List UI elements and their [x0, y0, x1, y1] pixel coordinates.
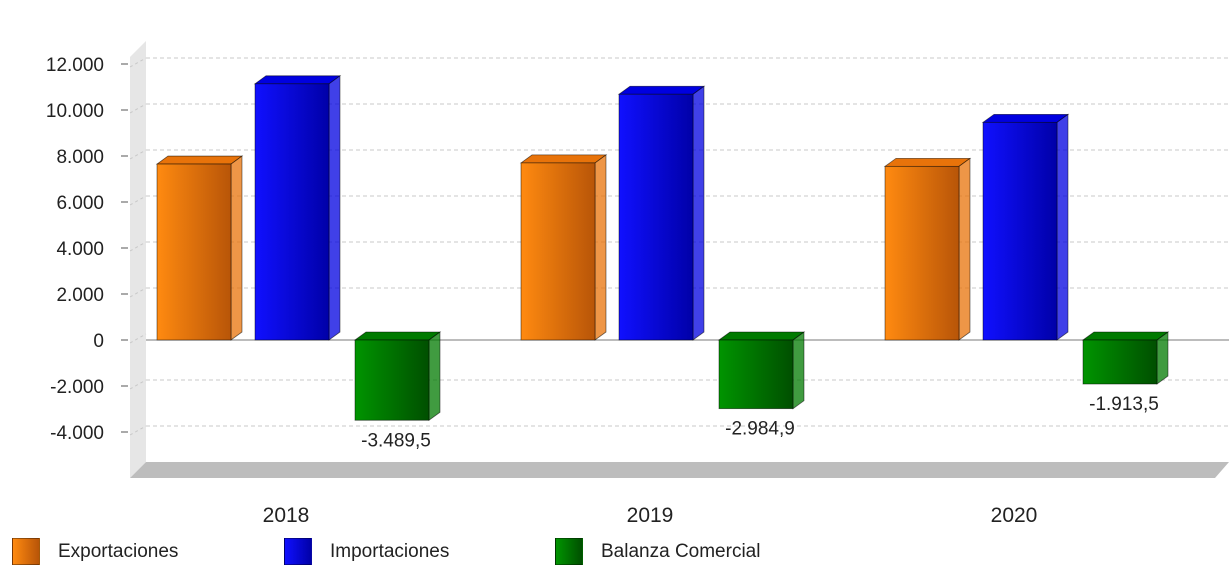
bar-exportaciones-2020 [883, 157, 972, 341]
legend-item-exportaciones: Exportaciones [12, 538, 178, 565]
bar-front-face [254, 83, 330, 341]
bar-front-face [520, 162, 596, 341]
data-label-balanza-comercial-2020: -1.913,5 [1089, 394, 1159, 415]
bar-top-face [519, 154, 608, 164]
y-axis: -4.000 -2.000 0 2.000 4.000 6.000 8.000 10.000 1… [46, 55, 128, 444]
legend-label-exportaciones: Exportaciones [58, 540, 179, 562]
bar-exportaciones-2018 [155, 155, 244, 341]
y-tick-label: 10.000 [46, 101, 104, 122]
legend-swatch-importaciones [284, 538, 312, 565]
y-tick-label: 0 [93, 331, 104, 352]
bar-top-face [1081, 331, 1170, 341]
legend-item-balanza-comercial: Balanza Comercial [555, 538, 760, 565]
side-wall [130, 41, 146, 478]
bar-side-face [792, 331, 805, 410]
y-tick-label: 8.000 [56, 147, 104, 168]
bar-balanza-comercial-2019 [717, 331, 806, 410]
bar-front-face [884, 165, 960, 341]
bar-front-face [718, 339, 794, 410]
plot-walls [130, 41, 1229, 478]
legend: Exportaciones Importaciones Balanza Come… [0, 538, 1229, 565]
bar-importaciones-2019 [617, 85, 706, 341]
trade-balance-chart: -3.489,5 -2.984,9 -1.913,5 -4.000 -2.000 0 2.… [46, 41, 1229, 527]
bar-top-face [981, 113, 1070, 123]
bar-exportaciones-2019 [519, 154, 608, 341]
bar-top-face [353, 331, 442, 341]
data-label-balanza-comercial-2018: -3.489,5 [361, 430, 431, 451]
bar-side-face [692, 85, 705, 341]
legend-swatch-exportaciones [12, 538, 40, 565]
bar-front-face [618, 93, 694, 341]
bars: -3.489,5 -2.984,9 -1.913,5 [155, 75, 1170, 451]
x-axis: 2018 2019 2020 [263, 504, 1038, 527]
bar-side-face [1056, 113, 1069, 341]
bar-importaciones-2020 [981, 113, 1070, 341]
bar-top-face [155, 155, 244, 165]
legend-label-balanza-comercial: Balanza Comercial [601, 540, 761, 562]
bar-side-face [1156, 331, 1169, 385]
data-label-balanza-comercial-2019: -2.984,9 [725, 419, 795, 440]
bar-top-face [717, 331, 806, 341]
bar-side-face [230, 155, 243, 341]
y-tick-label: 12.000 [46, 55, 104, 76]
legend-item-importaciones: Importaciones [284, 538, 449, 565]
legend-label-importaciones: Importaciones [330, 540, 450, 562]
bar-balanza-comercial-2018 [353, 331, 442, 422]
floor [130, 462, 1229, 478]
x-tick-label-2020: 2020 [991, 504, 1038, 527]
bar-side-face [328, 75, 341, 341]
y-tick-label: -4.000 [50, 423, 104, 444]
y-tick-label: -2.000 [50, 377, 104, 398]
bar-top-face [883, 157, 972, 167]
bar-balanza-comercial-2020 [1081, 331, 1170, 385]
bar-top-face [617, 85, 706, 95]
bar-front-face [1082, 339, 1158, 385]
y-tick-label: 4.000 [56, 239, 104, 260]
y-tick-label: 2.000 [56, 285, 104, 306]
bar-side-face [958, 157, 971, 341]
bar-side-face [594, 154, 607, 341]
x-tick-label-2019: 2019 [627, 504, 674, 527]
bar-side-face [428, 331, 441, 422]
bar-front-face [156, 163, 232, 341]
bar-importaciones-2018 [253, 75, 342, 341]
bar-top-face [253, 75, 342, 85]
bar-front-face [354, 339, 430, 421]
bar-front-face [982, 121, 1058, 341]
legend-swatch-balanza-comercial [555, 538, 583, 565]
y-tick-label: 6.000 [56, 193, 104, 214]
x-tick-label-2018: 2018 [263, 504, 310, 527]
